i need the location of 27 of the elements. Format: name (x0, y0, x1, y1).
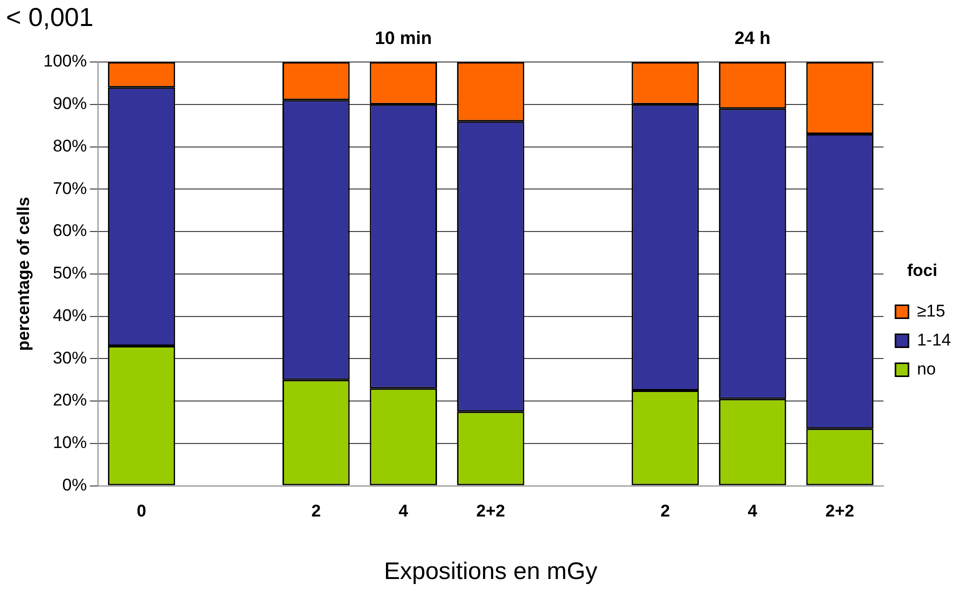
y-tick-label: 60% (52, 221, 87, 240)
legend-label: 1-14 (916, 330, 952, 350)
y-tick-label: 100% (43, 52, 87, 71)
y-tick-label: 90% (52, 94, 87, 114)
x-tick-label: 4 (748, 502, 758, 521)
y-tick-label: 10% (52, 433, 87, 452)
y-tick-label: 20% (52, 390, 87, 410)
legend-label: no (916, 359, 936, 378)
x-axis-title: Expositions en mGy (384, 558, 598, 586)
x-tick-label: 2 (311, 502, 321, 521)
y-tick-label: 0% (62, 475, 87, 494)
y-tick-label: 30% (52, 348, 87, 368)
legend-title: foci (907, 260, 938, 280)
x-tick-label: 2 (660, 502, 670, 521)
text: < 0,001 (6, 2, 94, 32)
y-axis-title: percentage of cells (14, 196, 33, 351)
text: 24 h (734, 28, 771, 48)
y-tick-label: 70% (52, 178, 87, 198)
x-tick-label: 2+2 (476, 502, 506, 521)
x-tick-label: 0 (136, 502, 146, 521)
y-tick-label: 40% (52, 306, 87, 325)
x-tick-label: 2+2 (825, 502, 854, 521)
y-tick-label: 80% (52, 136, 87, 156)
text: 10 min (374, 28, 432, 48)
y-tick-label: 50% (52, 264, 87, 283)
x-tick-label: 4 (398, 502, 409, 521)
legend-label: ≥15 (916, 301, 946, 320)
